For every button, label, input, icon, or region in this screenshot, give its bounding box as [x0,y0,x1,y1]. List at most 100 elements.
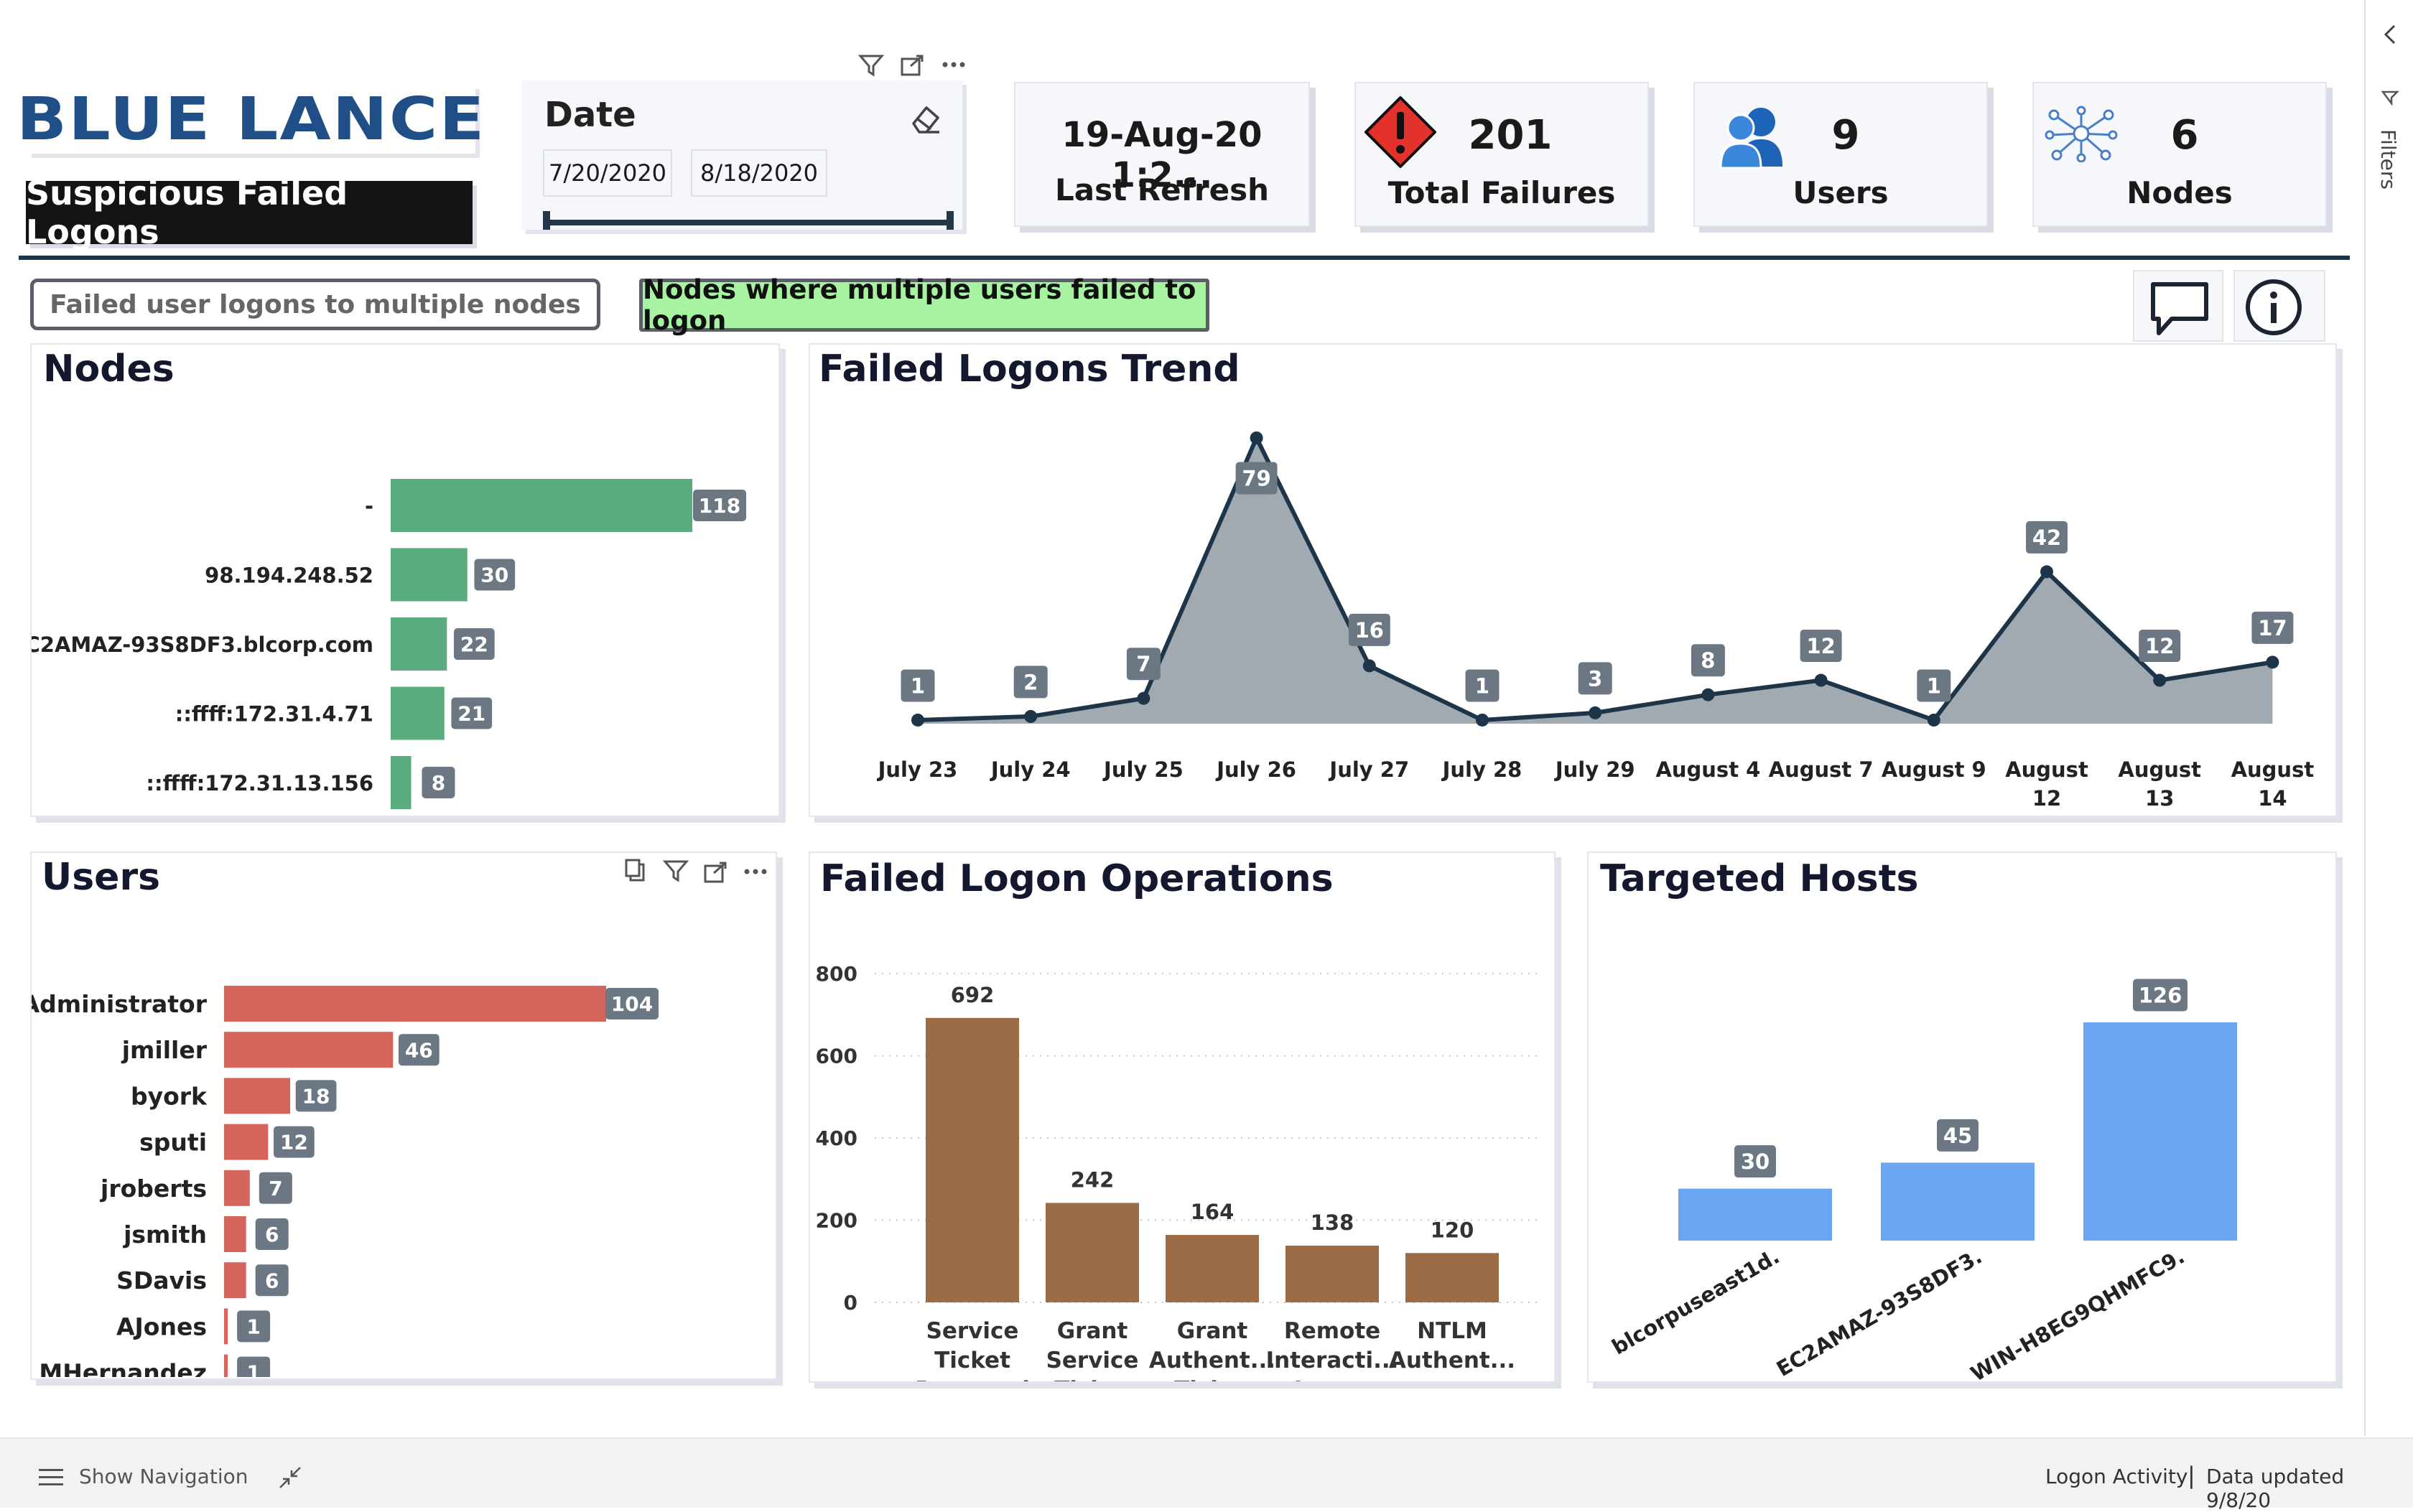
ops-tick-label: Ticket [1054,1377,1130,1381]
trend-tick-label: August 9 [1882,757,1986,782]
ops-tick-label: Grant [1177,1318,1248,1344]
copy-icon[interactable] [625,859,645,882]
trend-point [1137,691,1150,705]
trend-data-label-box [1235,462,1278,495]
focus-mode-icon[interactable] [704,862,727,883]
node-label: - [365,494,373,518]
info-button[interactable] [2233,270,2325,342]
visual-header-icons [853,50,975,79]
page-name[interactable]: Logon Activity [2045,1465,2188,1488]
host-bar [1881,1162,2035,1241]
total-failures-value: 201 [1468,112,1553,159]
trend-data-label: 1 [1465,669,1500,702]
start-date-value: 7/20/2020 [548,159,667,187]
trend-data-label-box [1348,613,1390,646]
trend-data-label-text: 12 [2145,634,2174,658]
comment-button[interactable] [2133,270,2223,342]
trend-data-label-box [1013,666,1048,699]
user-data-label-box [295,1080,337,1112]
filter-icon[interactable] [857,55,885,77]
trend-tick-label: July 29 [1554,757,1635,782]
ops-tick-label: Grant [1057,1318,1128,1344]
node-label: EC2AMAZ-93S8DF3.blcorp.com [32,633,373,657]
node-bar [391,548,468,602]
user-label: MHernandez [39,1359,207,1377]
trend-data-label-text: 1 [1927,673,1941,698]
trend-tick-label: August [2231,757,2315,782]
start-date-field[interactable]: 7/20/2020 [543,149,672,197]
trend-area [918,438,2273,724]
more-options-icon[interactable] [942,62,965,67]
logo-text: BLUE LANCE [17,85,486,154]
user-label: byork [131,1082,208,1110]
hosts-title: Targeted Hosts [1600,857,1919,900]
footer-separator: | [2187,1462,2195,1489]
trend-data-label: 1 [1917,669,1951,702]
focus-mode-icon[interactable] [901,55,924,76]
trend-data-label: 12 [2139,630,2181,663]
host-bar [2083,1022,2237,1241]
filters-pane[interactable]: Filters [2364,0,2413,1436]
node-data-label: 118 [692,490,747,521]
trend-data-label-box [901,669,935,702]
host-data-label-box [1937,1119,1979,1152]
trend-data-label: 3 [1578,662,1612,695]
eraser-icon[interactable] [908,102,942,136]
trend-data-label-box [1691,644,1725,677]
trend-data-label-box [1126,648,1161,681]
multi-nodes-button[interactable]: Failed user logons to multiple nodes [30,279,600,330]
node-bar [391,617,447,671]
users-card: Users Administrator 104 jmiller 46 byork 18 sp… [30,851,777,1380]
user-data-label-text: 1 [246,1315,260,1338]
trend-data-label-box [1465,669,1500,702]
node-bar [391,756,412,809]
nodes-label: Nodes [2126,175,2233,210]
hosts-chart: 30 blcorpuseast1d. 45 EC2AMAZ-93S8DF3. 126 WI… [1608,979,2237,1381]
host-bar [1678,1188,1832,1241]
ops-bar [1405,1253,1499,1302]
host-tick-label: blcorpuseast1d. [1608,1244,1784,1360]
user-data-label: 1 [237,1356,271,1377]
node-data-label: 30 [474,559,516,591]
node-bar [391,686,445,740]
comment-icon [2151,282,2208,335]
report-title: Suspicious Failed Logons [26,174,473,251]
user-label: SDavis [116,1266,207,1294]
filter-icon[interactable] [662,860,689,882]
user-data-label-text: 1 [246,1361,260,1377]
ops-bar [1285,1245,1379,1302]
show-navigation-button[interactable]: Show Navigation [79,1465,248,1488]
ops-data-label: 120 [1431,1218,1474,1242]
multi-users-button[interactable]: Nodes where multiple users failed to log… [639,274,1209,336]
trend-data-label-text: 2 [1023,670,1038,694]
date-range-slider[interactable] [546,220,951,225]
operations-chart: 0 200 400 600 800 692 Service Ticket Renewed 242 G… [816,962,1543,1381]
total-failures-label: Total Failures [1387,175,1616,210]
end-date-field[interactable]: 8/18/2020 [691,149,827,197]
hamburger-icon[interactable] [39,1467,65,1488]
trend-point [2153,673,2167,687]
more-options-icon[interactable] [744,869,767,874]
trend-point [1250,431,1263,444]
collapse-arrows-icon[interactable] [276,1463,304,1492]
multi-nodes-button-label: Failed user logons to multiple nodes [50,289,581,319]
trend-data-label-text: 1 [1475,673,1489,698]
trend-data-label-text: 79 [1242,466,1270,490]
expand-filters-chevron-icon[interactable] [2380,22,2400,47]
user-bar [224,1124,269,1160]
slider-handle-end[interactable] [947,211,954,230]
user-data-label: 6 [255,1264,289,1297]
slider-handle-start[interactable] [543,211,550,230]
host-data-label-text: 30 [1741,1149,1770,1174]
trend-data-label: 8 [1691,644,1725,677]
trend-data-label-text: 16 [1355,618,1384,643]
ops-bar [1046,1203,1139,1302]
user-bar [224,1170,250,1206]
host-tick-label: EC2AMAZ-93S8DF3. [1772,1244,1986,1381]
node-data-label: 21 [451,697,493,729]
kpi-last-refresh: 19-Aug-20 1:2... Last Refresh [1014,82,1310,227]
date-slicer[interactable]: Date 7/20/2020 8/18/2020 [521,80,962,230]
trend-point [2040,565,2053,579]
node-data-label-box [422,767,455,798]
ops-y-tick: 0 [844,1291,857,1315]
